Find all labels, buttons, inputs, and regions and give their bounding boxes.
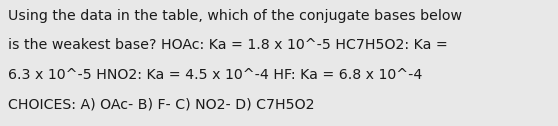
Text: Using the data in the table, which of the conjugate bases below: Using the data in the table, which of th…	[8, 9, 463, 23]
Text: CHOICES: A) OAc- B) F- C) NO2- D) C7H5O2: CHOICES: A) OAc- B) F- C) NO2- D) C7H5O2	[8, 98, 315, 112]
Text: 6.3 x 10^-5 HNO2: Ka = 4.5 x 10^-4 HF: Ka = 6.8 x 10^-4: 6.3 x 10^-5 HNO2: Ka = 4.5 x 10^-4 HF: K…	[8, 68, 423, 82]
Text: is the weakest base? HOAc: Ka = 1.8 x 10^-5 HC7H5O2: Ka =: is the weakest base? HOAc: Ka = 1.8 x 10…	[8, 38, 448, 52]
